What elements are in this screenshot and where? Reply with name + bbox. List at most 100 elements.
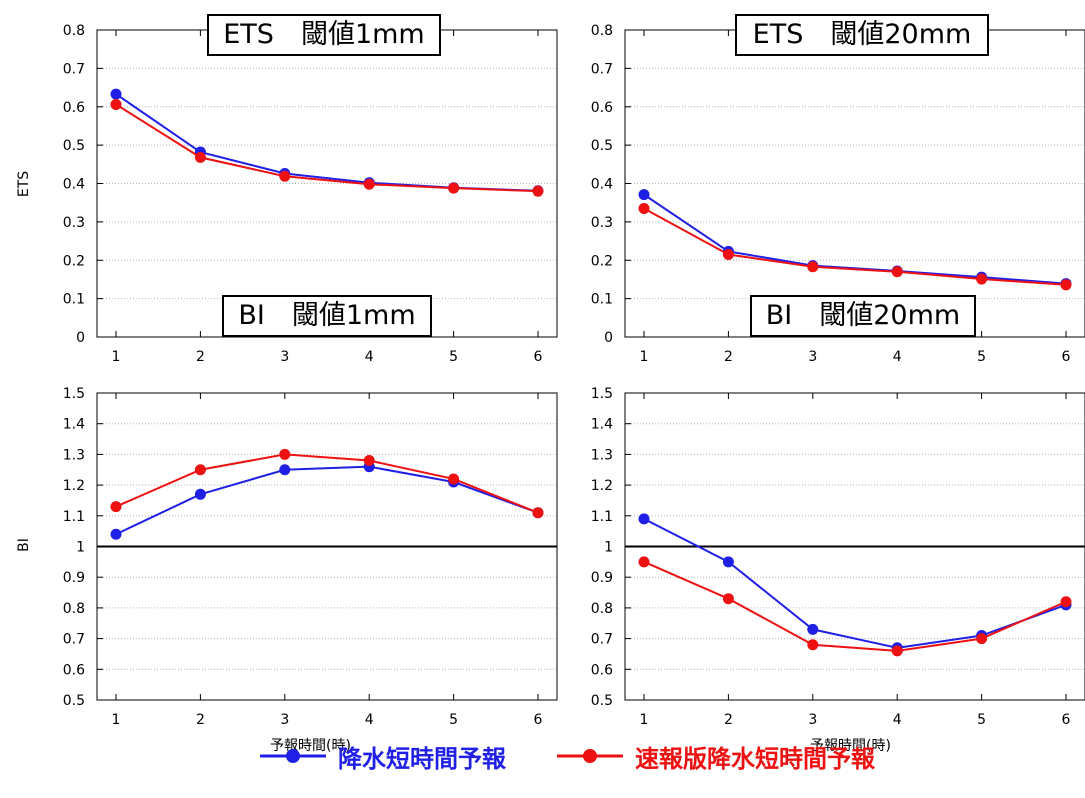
y-tick-label: 1.3 [591,447,613,463]
x-tick-label: 6 [534,712,543,728]
data-point-series2 [638,202,650,214]
data-point-series1 [638,513,650,525]
y-tick-label: 0.1 [591,292,613,308]
y-tick-label: 1.5 [63,386,85,402]
x-tick-label: 6 [534,349,543,365]
y-tick-label: 0.7 [591,61,613,77]
data-point-series2 [807,639,819,651]
x-tick-label: 5 [977,712,986,728]
panel-2: 0 0.1 0.2 0.3 0.4 0.5 0.6 0.7 0.8 1 2 3 4 5 6 [591,23,1085,365]
y-tick-label: 0.1 [63,292,85,308]
series-line-2 [643,560,1067,652]
y-tick-label: 0.4 [591,177,613,193]
y-tick-label: 0.9 [63,570,85,586]
x-tick-label: 2 [724,349,733,365]
legend-swatch-series1 [260,749,326,763]
panel-1: 0 0.1 0.2 0.3 0.4 0.5 0.6 0.7 0.8 1 2 3 4 5 6 [63,23,558,365]
data-point-series1 [110,528,122,540]
x-tick-label: 1 [640,712,649,728]
data-point-series2 [976,273,988,285]
y-tick-label: 1.5 [591,386,613,402]
data-point-series1 [279,464,291,476]
y-tick-label: 0.6 [591,662,613,678]
y-tick-label: 1.1 [591,509,613,525]
data-point-series2 [110,501,122,513]
data-point-series2 [807,261,819,273]
y-tick-label: 1 [604,540,613,556]
legend: 降水短時間予報 速報版降水短時間予報 [0,736,1085,776]
data-point-series1 [110,88,122,100]
x-tick-label: 4 [365,349,374,365]
data-point-series2 [891,645,903,657]
x-tick-label: 1 [640,349,649,365]
series-line-1 [643,517,1067,649]
panel-title-bi-1mm: BI 閾値1mm [222,295,432,337]
panel-title-ets-20mm: ETS 閾値20mm [735,14,989,56]
legend-label-series1: 降水短時間予報 [338,744,506,773]
x-tick-label: 3 [808,712,817,728]
x-tick-label: 4 [893,349,902,365]
y-tick-label: 1 [76,540,85,556]
y-tick-label: 0.5 [591,693,613,709]
x-tick-label: 3 [280,712,289,728]
y-tick-label: 0.7 [591,632,613,648]
x-tick-label: 5 [449,349,458,365]
y-tick-label: 0 [76,330,85,346]
data-point-series2 [532,185,544,197]
data-point-series1 [807,623,819,635]
x-tick-label: 6 [1062,349,1071,365]
data-point-series2 [722,248,734,260]
data-point-series2 [194,151,206,163]
x-tick-label: 2 [724,712,733,728]
data-point-series2 [722,593,734,605]
data-point-series2 [1060,596,1072,608]
y-tick-label: 1.2 [591,478,613,494]
data-point-series2 [363,455,375,467]
x-tick-label: 1 [112,349,121,365]
y-tick-label: 0.8 [63,601,85,617]
panel-3: 0.5 0.6 0.7 0.8 0.9 1 1.1 1.2 1.3 1.4 1.5 1 2 3 4 5 6 [63,386,558,728]
panel-title-bi-20mm: BI 閾値20mm [750,295,976,337]
series-line-1 [643,193,1067,285]
panel-title-ets-1mm: ETS 閾値1mm [207,14,441,56]
x-tick-label: 5 [449,712,458,728]
y-tick-label: 0.2 [63,253,85,269]
data-point-series2 [194,464,206,476]
y-tick-label: 0.6 [591,100,613,116]
data-point-series2 [110,98,122,110]
y-tick-label: 0.7 [63,61,85,77]
series-line-2 [115,103,539,193]
y-tick-label: 0.4 [63,177,85,193]
x-tick-label: 2 [196,712,205,728]
data-point-series1 [722,556,734,568]
x-tick-label: 4 [365,712,374,728]
y-tick-label: 0.3 [63,215,85,231]
data-point-series2 [976,633,988,645]
y-tick-label: 0.5 [63,138,85,154]
panel-4: 0.5 0.6 0.7 0.8 0.9 1 1.1 1.2 1.3 1.4 1.5 1 2 3 4 5 6 [591,386,1085,728]
legend-label-series2: 速報版降水短時間予報 [635,744,875,773]
series-line-2 [643,207,1067,286]
x-axis-label-right: 予報時間(時) [810,738,891,754]
y-tick-label: 1.2 [63,478,85,494]
y-tick-label: 1.4 [591,417,613,433]
data-point-series2 [448,182,460,194]
y-tick-label: 0.8 [591,601,613,617]
y-tick-label: 0.8 [63,23,85,39]
data-point-series2 [279,170,291,182]
x-tick-label: 1 [112,712,121,728]
x-tick-label: 3 [808,349,817,365]
x-tick-label: 3 [280,349,289,365]
y-tick-label: 1.4 [63,417,85,433]
y-tick-label: 0.3 [591,215,613,231]
y-tick-label: 0.9 [591,570,613,586]
y-tick-label: 0 [604,330,613,346]
series-line-2 [115,453,539,514]
series-line-1 [115,93,539,192]
series-line-1 [115,465,539,536]
y-tick-label: 1.3 [63,447,85,463]
data-point-series2 [279,448,291,460]
legend-swatch-series2 [557,749,623,763]
